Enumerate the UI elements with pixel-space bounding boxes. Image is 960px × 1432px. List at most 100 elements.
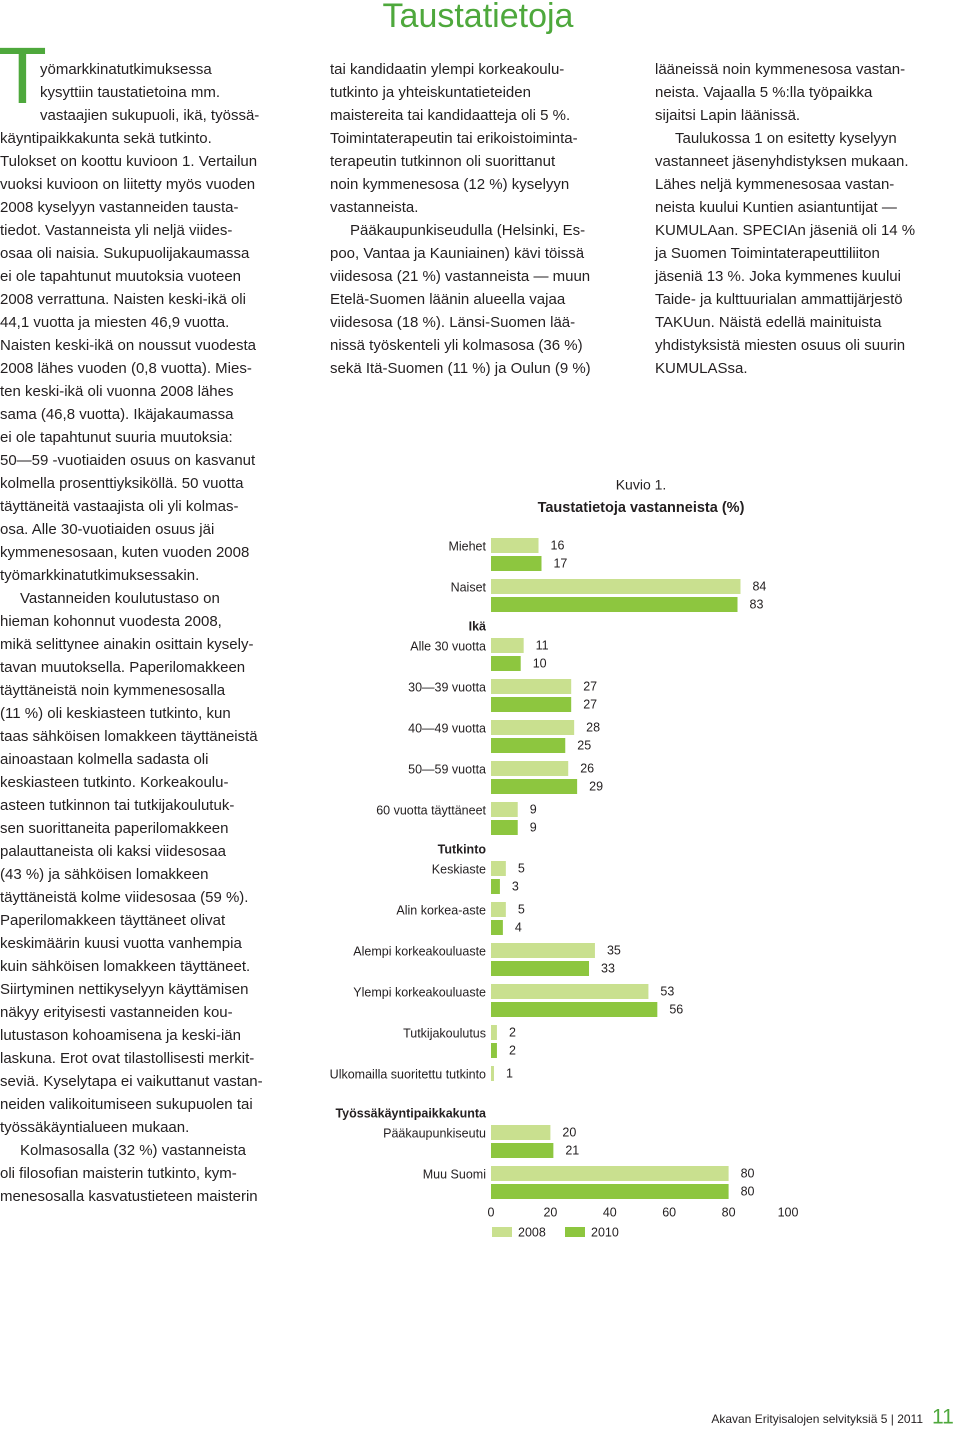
body-line: KUMULASsa. (655, 360, 748, 377)
body-line: vastaajien sukupuoli, ikä, työssä- (40, 107, 259, 124)
category-label: Alempi korkeakouluaste (353, 944, 486, 958)
value-label: 80 (741, 1166, 755, 1180)
body-line: täyttäneistä noin kymmenesosalla (0, 682, 226, 699)
chart-caption: Kuvio 1. (616, 477, 667, 493)
body-line: neiden valikoitumiseen sukupuolen tai (0, 1096, 253, 1113)
category-label: Pääkaupunkiseutu (383, 1126, 486, 1140)
body-line: Lähes neljä kymmenesosaa vastan- (655, 176, 894, 193)
value-label: 21 (565, 1143, 579, 1157)
body-line: menesosalla kasvatustieteen maisterin (0, 1188, 258, 1205)
value-label: 28 (586, 720, 600, 734)
bar (491, 879, 500, 894)
body-line: neista. Vajaalla 5 %:lla työpaikka (655, 84, 873, 101)
body-line: vastanneet jäsenyhdistyksen mukaan. (655, 153, 908, 170)
body-line: lääneissä noin kymmenesosa vastan- (655, 61, 905, 78)
bar (491, 720, 575, 735)
body-line: tavan muutoksella. Paperilomakkeen (0, 659, 245, 676)
body-line: työssäkäyntialueen mukaan. (0, 1119, 189, 1136)
body-line: 50—59 -vuotiaiden osuus on kasvanut (0, 452, 256, 469)
body-line: Vastanneiden koulutustaso on (20, 590, 220, 607)
body-line: (11 %) oli keskiasteen tutkinto, kun (0, 705, 231, 722)
dropcap: T (0, 31, 47, 120)
value-label: 83 (750, 597, 764, 611)
body-line: 44,1 vuotta ja miesten 46,9 vuotta. (0, 314, 229, 331)
body-line: sen suorittaneita paperilomakkeen (0, 820, 228, 837)
bar (491, 761, 569, 776)
value-label: 9 (530, 820, 537, 834)
value-label: 29 (589, 779, 603, 793)
body-line: Pääkaupunkiseudulla (Helsinki, Es- (350, 222, 585, 239)
value-label: 20 (562, 1125, 576, 1139)
value-label: 25 (577, 738, 591, 752)
footer-publication: Akavan Erityisalojen selvityksiä 5 | 201… (711, 1412, 923, 1426)
category-label: Muu Suomi (423, 1167, 486, 1181)
x-tick-label: 0 (488, 1205, 495, 1219)
body-line: tai kandidaatin ylempi korkeakoulu- (330, 61, 564, 78)
legend-label: 2010 (591, 1225, 619, 1239)
category-label: Miehet (448, 539, 486, 553)
bar (491, 1184, 729, 1199)
body-line: oli filosofian maisterin tutkinto, kym- (0, 1165, 237, 1182)
category-label: Keskiaste (432, 862, 486, 876)
bar (491, 1143, 554, 1158)
category-label: 60 vuotta täyttäneet (376, 803, 486, 817)
body-line: sijaitsi Lapin läänissä. (655, 107, 800, 124)
bar (491, 861, 506, 876)
body-line: ei ole tapahtunut suuria muutoksia: (0, 429, 233, 446)
bar (491, 738, 566, 753)
body-line: mikä selittynee ainakin osittain kysely- (0, 636, 253, 653)
category-label: Ulkomailla suoritettu tutkinto (330, 1067, 486, 1081)
legend-swatch (565, 1227, 585, 1237)
body-line: jäseniä 13 %. Joka kymmenes kuului (654, 268, 901, 285)
value-label: 2 (509, 1043, 516, 1057)
body-line: (43 %) ja sähköisen lomakkeen (0, 866, 208, 883)
value-label: 4 (515, 920, 522, 934)
value-label: 9 (530, 802, 537, 816)
body-line: laskuna. Erot ovat tilastollisesti merki… (0, 1050, 254, 1067)
body-line: maistereita tai kandidaatteja oli 5 %. (330, 107, 570, 124)
value-label: 17 (553, 556, 567, 570)
bar (491, 679, 572, 694)
category-label: 50—59 vuotta (408, 762, 486, 776)
bar (491, 802, 518, 817)
page-title: Taustatietoja (383, 0, 574, 35)
value-label: 5 (518, 902, 525, 916)
body-line: Etelä-Suomen läänin alueella vajaa (330, 291, 566, 308)
category-label: Tutkijakoulutus (403, 1026, 486, 1040)
bar (491, 961, 590, 976)
body-line: hieman kohonnut vuodesta 2008, (0, 613, 222, 630)
body-line: kuin sähköisen lomakkeen täyttäneet. (0, 958, 250, 975)
body-line: tiedot. Vastanneista yli neljä viides- (0, 222, 232, 239)
body-line: keskimäärin kuusi vuotta vanhempia (0, 935, 242, 952)
body-line: KUMULAan. SPECIAn jäseniä oli 14 % (655, 222, 915, 239)
group-label: Tutkinto (438, 842, 487, 856)
body-line: terapeutin tutkinnon oli suorittanut (330, 153, 556, 170)
body-line: keskiasteen tutkinto. Korkeakoulu- (0, 774, 228, 791)
value-label: 2 (509, 1025, 516, 1039)
body-line: Tulokset on koottu kuvioon 1. Vertailun (0, 153, 257, 170)
body-line: viidesosa (18 %). Länsi-Suomen lää- (330, 314, 575, 331)
bar (491, 820, 518, 835)
category-label: 30—39 vuotta (408, 680, 486, 694)
body-line: täyttäneitä vastaajista oli yli kolmas- (0, 498, 238, 515)
body-line: nissä työskenteli yli kolmasosa (36 %) (330, 337, 583, 354)
body-line: kymmenesosaan, kuten vuoden 2008 (0, 544, 249, 561)
bar (491, 920, 503, 935)
body-line: Taide- ja kulttuurialan ammattijärjestö (655, 291, 903, 308)
body-line: Naisten keski-ikä on noussut vuodesta (0, 337, 257, 354)
value-label: 1 (506, 1066, 513, 1080)
value-label: 27 (583, 697, 597, 711)
body-line: täyttäneistä kolme viidesosaa (59 %). (0, 889, 248, 906)
value-label: 56 (669, 1002, 683, 1016)
body-line: 2008 verrattuna. Naisten keski-ikä oli (0, 291, 246, 308)
body-line: Siirtyminen nettikyselyyn käyttämisen (0, 981, 248, 998)
value-label: 33 (601, 961, 615, 975)
value-label: 26 (580, 761, 594, 775)
body-line: näkyy erityisesti vastanneiden kou- (0, 1004, 233, 1021)
body-line: 2008 lähes vuoden (0,8 vuotta). Mies- (0, 360, 252, 377)
x-tick-label: 40 (603, 1205, 617, 1219)
group-label: Ikä (469, 619, 486, 633)
category-label: Alin korkea-aste (396, 903, 486, 917)
body-line: seviä. Kyselytapa ei vaikuttanut vastan- (0, 1073, 263, 1090)
category-label: Naiset (451, 580, 487, 594)
